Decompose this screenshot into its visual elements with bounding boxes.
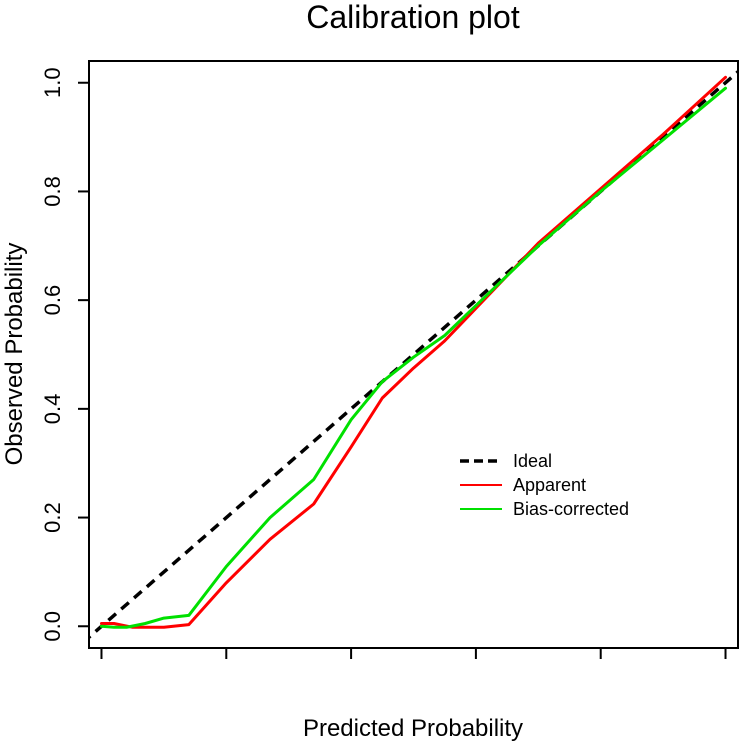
legend-item-bias-corrected: Bias-corrected bbox=[460, 499, 629, 519]
plot-frame bbox=[88, 60, 739, 649]
legend-label: Ideal bbox=[513, 451, 552, 471]
x-axis bbox=[100, 648, 727, 659]
y-axis: 0.0 0.2 0.4 0.6 0.8 1.0 bbox=[40, 67, 89, 642]
y-tick-label: 0.8 bbox=[40, 176, 65, 207]
legend-label: Apparent bbox=[513, 475, 586, 495]
series-apparent-line bbox=[100, 75, 727, 629]
plot-content bbox=[89, 69, 738, 640]
y-tick-label: 0.4 bbox=[40, 394, 65, 425]
y-axis-label: Observed Probability bbox=[1, 243, 28, 466]
series-ideal-line bbox=[89, 69, 738, 640]
series-bias-corrected-line bbox=[100, 86, 727, 629]
x-axis-label: Predicted Probability bbox=[303, 715, 523, 742]
y-tick-label: 0.6 bbox=[40, 285, 65, 316]
y-tick-label: 1.0 bbox=[40, 67, 65, 98]
legend-item-ideal: Ideal bbox=[460, 451, 552, 471]
y-tick-label: 0.0 bbox=[40, 611, 65, 642]
legend-item-apparent: Apparent bbox=[460, 475, 586, 495]
y-tick-label: 0.2 bbox=[40, 502, 65, 533]
chart-title: Calibration plot bbox=[306, 0, 520, 35]
legend-label: Bias-corrected bbox=[513, 499, 629, 519]
legend: Ideal Apparent Bias-corrected bbox=[460, 451, 629, 519]
